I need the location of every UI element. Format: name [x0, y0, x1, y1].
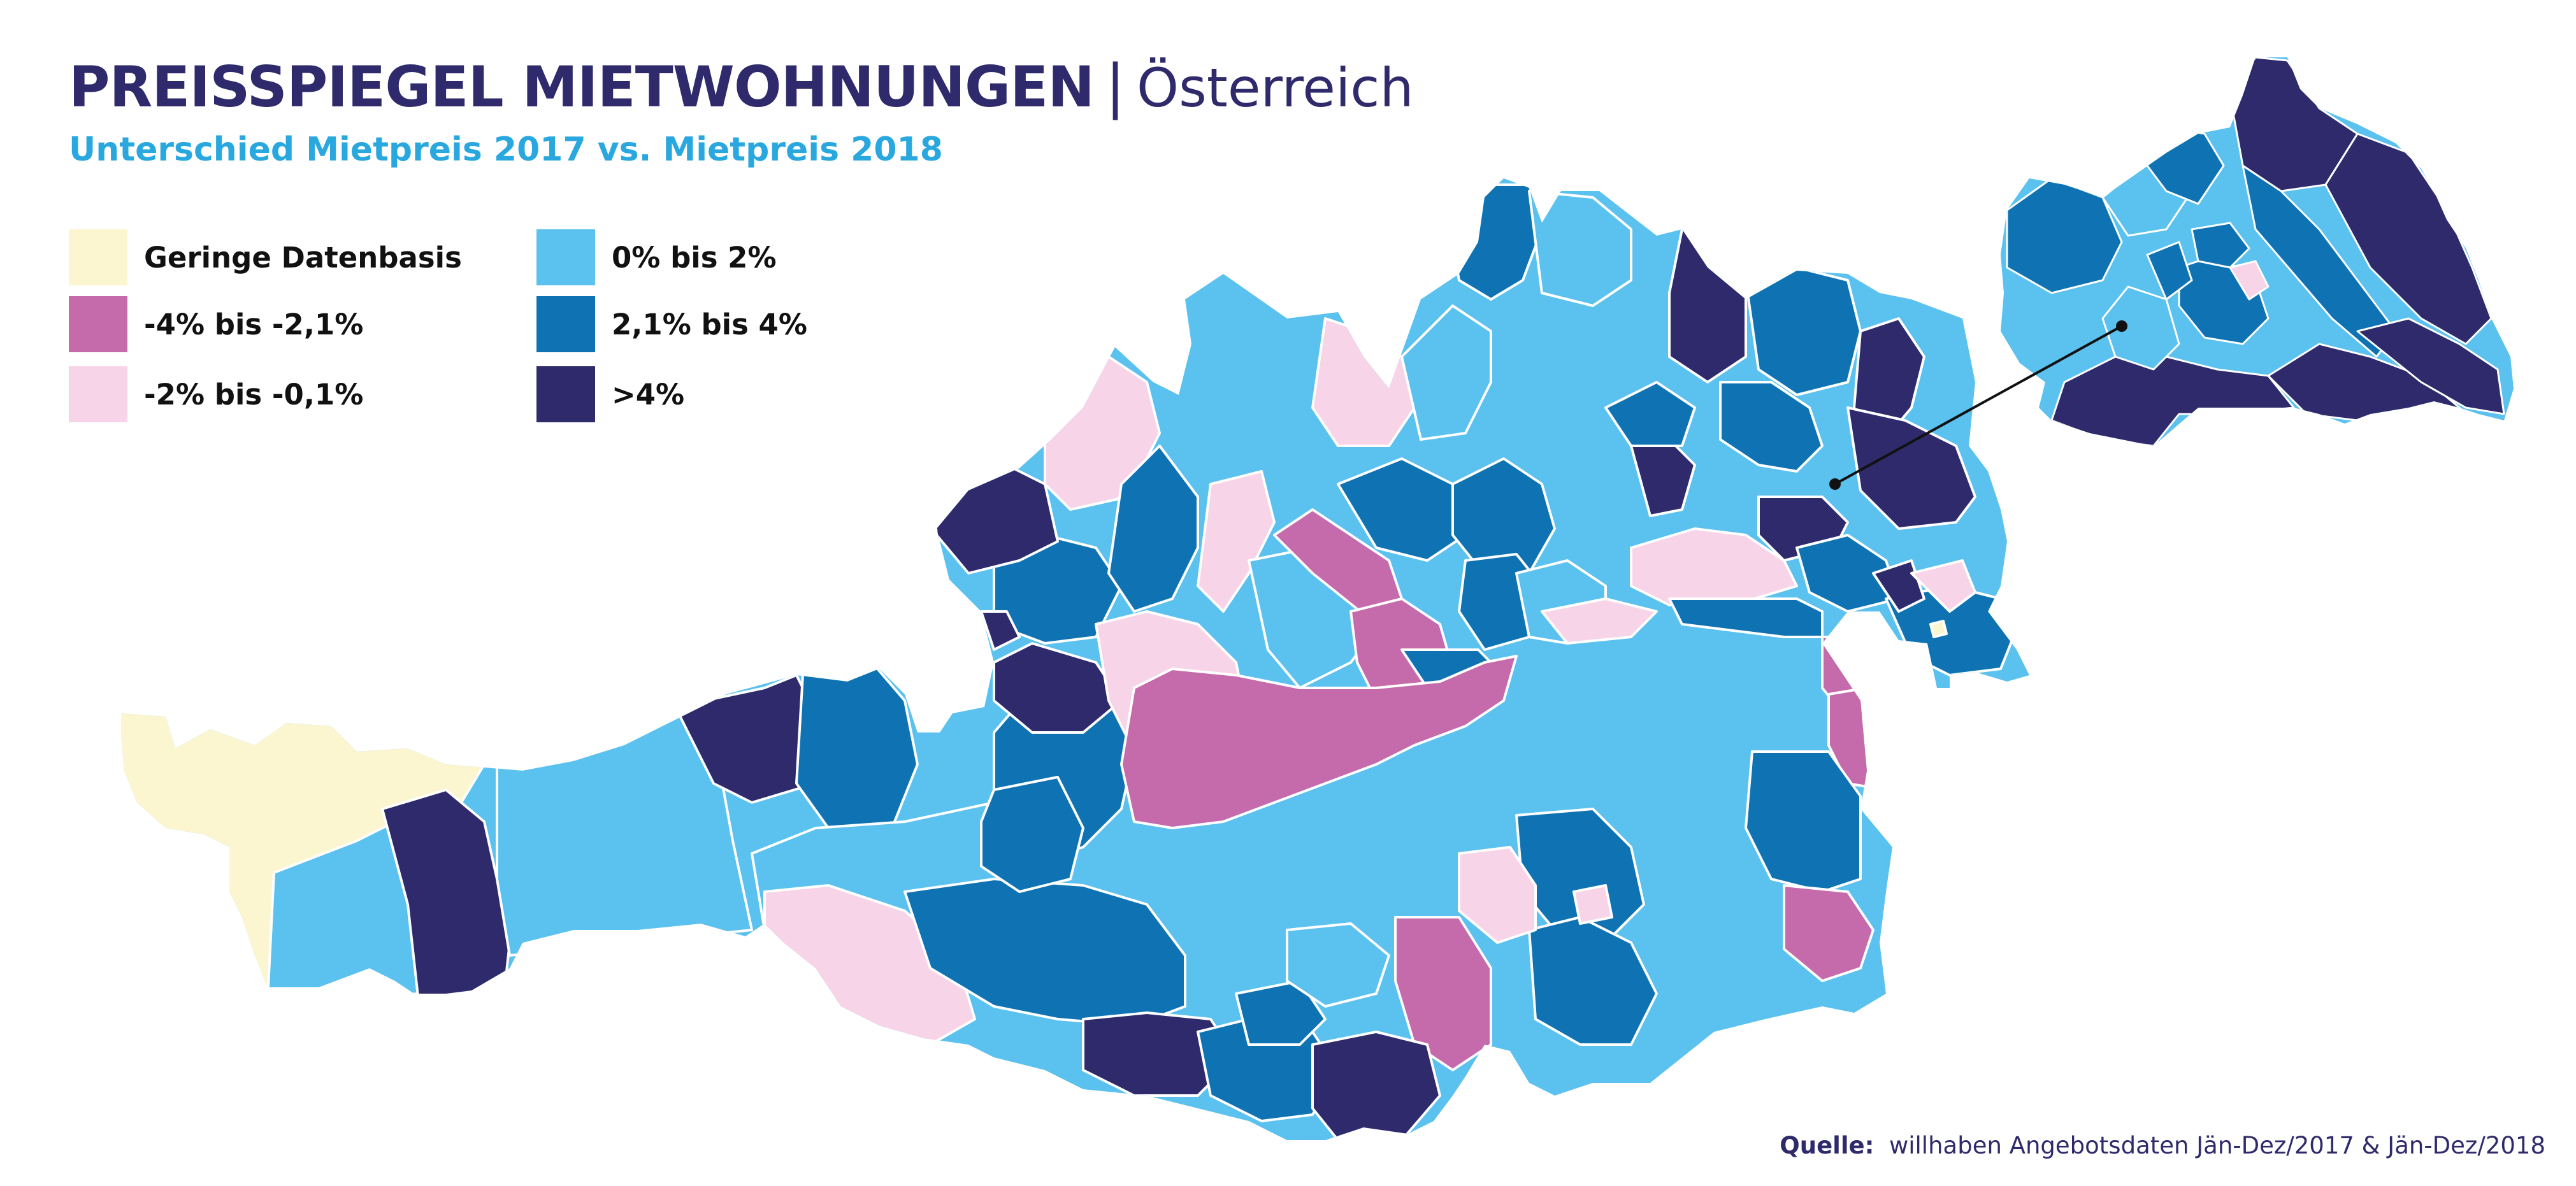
legend-label: Geringe Datenbasis	[144, 240, 462, 275]
vienna-inset-regions	[2001, 57, 2514, 446]
legend-item-0-2: 0% bis 2%	[536, 229, 777, 285]
legend-label: -2% bis -0,1%	[144, 377, 364, 411]
legend-swatch	[69, 366, 127, 422]
region-voelkermarkt	[1311, 1031, 1441, 1140]
vienna-connector-dot-inset	[2116, 320, 2127, 332]
region-voitsberg	[1458, 846, 1537, 944]
region-krems-land	[1604, 381, 1696, 447]
region-waidhofen-thaya	[1528, 190, 1632, 307]
region-hollabrunn	[1668, 228, 1747, 383]
region-grieskirchen	[1197, 470, 1276, 613]
source-label: Quelle:	[1780, 1132, 1874, 1159]
region-kufstein	[795, 655, 919, 829]
vienna-district-hernals	[2191, 222, 2250, 269]
region-scheibbs	[1541, 597, 1658, 645]
region-bruck-leitha	[1846, 406, 1976, 530]
title-main: PREISSPIEGEL MIETWOHNUNGEN	[69, 54, 1095, 120]
region-deutschlandsberg	[1394, 916, 1492, 1071]
legend-swatch	[536, 366, 595, 422]
subtitle: Unterschied Mietpreis 2017 vs. Mietpreis…	[69, 131, 943, 169]
region-perg	[1451, 457, 1556, 575]
legend-item-geringe-datenbasis: Geringe Datenbasis	[69, 229, 462, 285]
region-urfahr	[1400, 304, 1492, 441]
region-jennersdorf	[1783, 884, 1874, 982]
region-tulln	[1719, 381, 1824, 473]
region-zell-see	[980, 776, 1084, 893]
legend-item-minus2-minus01: -2% bis -0,1%	[69, 366, 363, 422]
source-note: Quelle: willhaben Angebotsdaten Jän-Dez/…	[1780, 1132, 2545, 1159]
region-salzburg-stadt	[980, 610, 1021, 651]
vienna-connector-line	[1834, 325, 2122, 485]
region-rust	[1910, 559, 1976, 613]
region-salzburg-umgebung	[993, 642, 1123, 734]
vienna-connector-dot-map	[1829, 478, 1841, 490]
region-ried	[1107, 445, 1199, 613]
legend-item-21-4: 2,1% bis 4%	[536, 296, 807, 352]
vienna-district-hietzing-sued	[2101, 285, 2180, 371]
legend-swatch	[536, 229, 595, 285]
legend-swatch	[69, 296, 127, 352]
region-guessing	[1745, 750, 1862, 893]
legend-item-over4: >4%	[536, 366, 684, 422]
region-liezen	[1120, 655, 1518, 829]
source-text: willhaben Angebotsdaten Jän-Dez/2017 & J…	[1889, 1132, 2545, 1159]
region-lilienfeld	[1630, 527, 1798, 606]
title-separator: |	[1105, 52, 1126, 120]
region-feldkirchen	[1286, 922, 1390, 1008]
region-geringe-rust	[1929, 620, 1948, 638]
legend-label: >4%	[612, 377, 685, 411]
legend-label: 2,1% bis 4%	[612, 307, 807, 341]
region-graz-stadt	[1572, 884, 1613, 925]
page-title: PREISSPIEGEL MIETWOHNUNGEN | Österreich	[69, 52, 1414, 120]
main-map-regions	[121, 178, 2029, 1140]
vienna-district-innere-stadt	[2229, 260, 2270, 301]
vienna-district-simmering	[2356, 317, 2505, 415]
legend-label: 0% bis 2%	[612, 240, 777, 275]
vienna-district-donaustadt	[2324, 132, 2493, 345]
legend-swatch	[69, 229, 127, 285]
title-country: Österreich	[1137, 57, 1414, 119]
legend-swatch	[536, 296, 595, 352]
vienna-district-ottakring	[2146, 241, 2193, 301]
legend-item-minus4-minus2: -4% bis -2,1%	[69, 296, 363, 352]
region-rohrbach	[1311, 317, 1416, 447]
legend-label: -4% bis -2,1%	[144, 307, 364, 341]
